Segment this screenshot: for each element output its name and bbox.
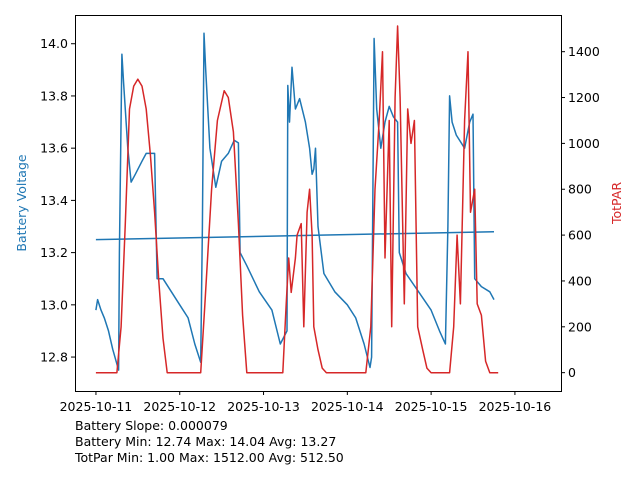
y-left-tick-label: 12.8 (40, 350, 68, 365)
y-right-tick-label: 600 (568, 228, 592, 243)
y-right-tick-label: 200 (568, 319, 592, 334)
y-left-tick-label: 13.4 (40, 193, 68, 208)
y-right-tick-label: 1200 (568, 90, 600, 105)
series-totpar (95, 25, 499, 374)
x-tick-label: 2025-10-16 (479, 399, 552, 414)
y-right-tick-label: 800 (568, 182, 592, 197)
y-left-tick-label: 13.6 (40, 141, 68, 156)
x-tick-label: 2025-10-15 (395, 399, 468, 414)
y-left-tick-label: 13.2 (40, 245, 68, 260)
x-tick-label: 2025-10-11 (60, 399, 133, 414)
x-tick-label: 2025-10-12 (143, 399, 216, 414)
y-right-label: TotPAR (609, 182, 624, 225)
annotation-slope: Battery Slope: 0.000079 (75, 418, 228, 433)
y-left-tick-label: 13.0 (40, 297, 68, 312)
series-battery-trend (95, 230, 495, 241)
annotation-totpar-stats: TotPar Min: 1.00 Max: 1512.00 Avg: 512.5… (74, 450, 344, 465)
y-right-tick-label: 400 (568, 273, 592, 288)
y-left-tick-label: 14.0 (40, 36, 68, 51)
y-right-tick-label: 1400 (568, 44, 600, 59)
plot-frame (75, 15, 562, 392)
series-battery-voltage (95, 32, 495, 371)
annotation-battery-stats: Battery Min: 12.74 Max: 14.04 Avg: 13.27 (75, 434, 336, 449)
y-right-tick-label: 1000 (568, 136, 600, 151)
x-tick-label: 2025-10-14 (311, 399, 384, 414)
x-tick-label: 2025-10-13 (227, 399, 300, 414)
y-right-tick-label: 0 (568, 365, 576, 380)
y-left-label: Battery Voltage (14, 154, 29, 251)
y-left-tick-label: 13.8 (40, 88, 68, 103)
